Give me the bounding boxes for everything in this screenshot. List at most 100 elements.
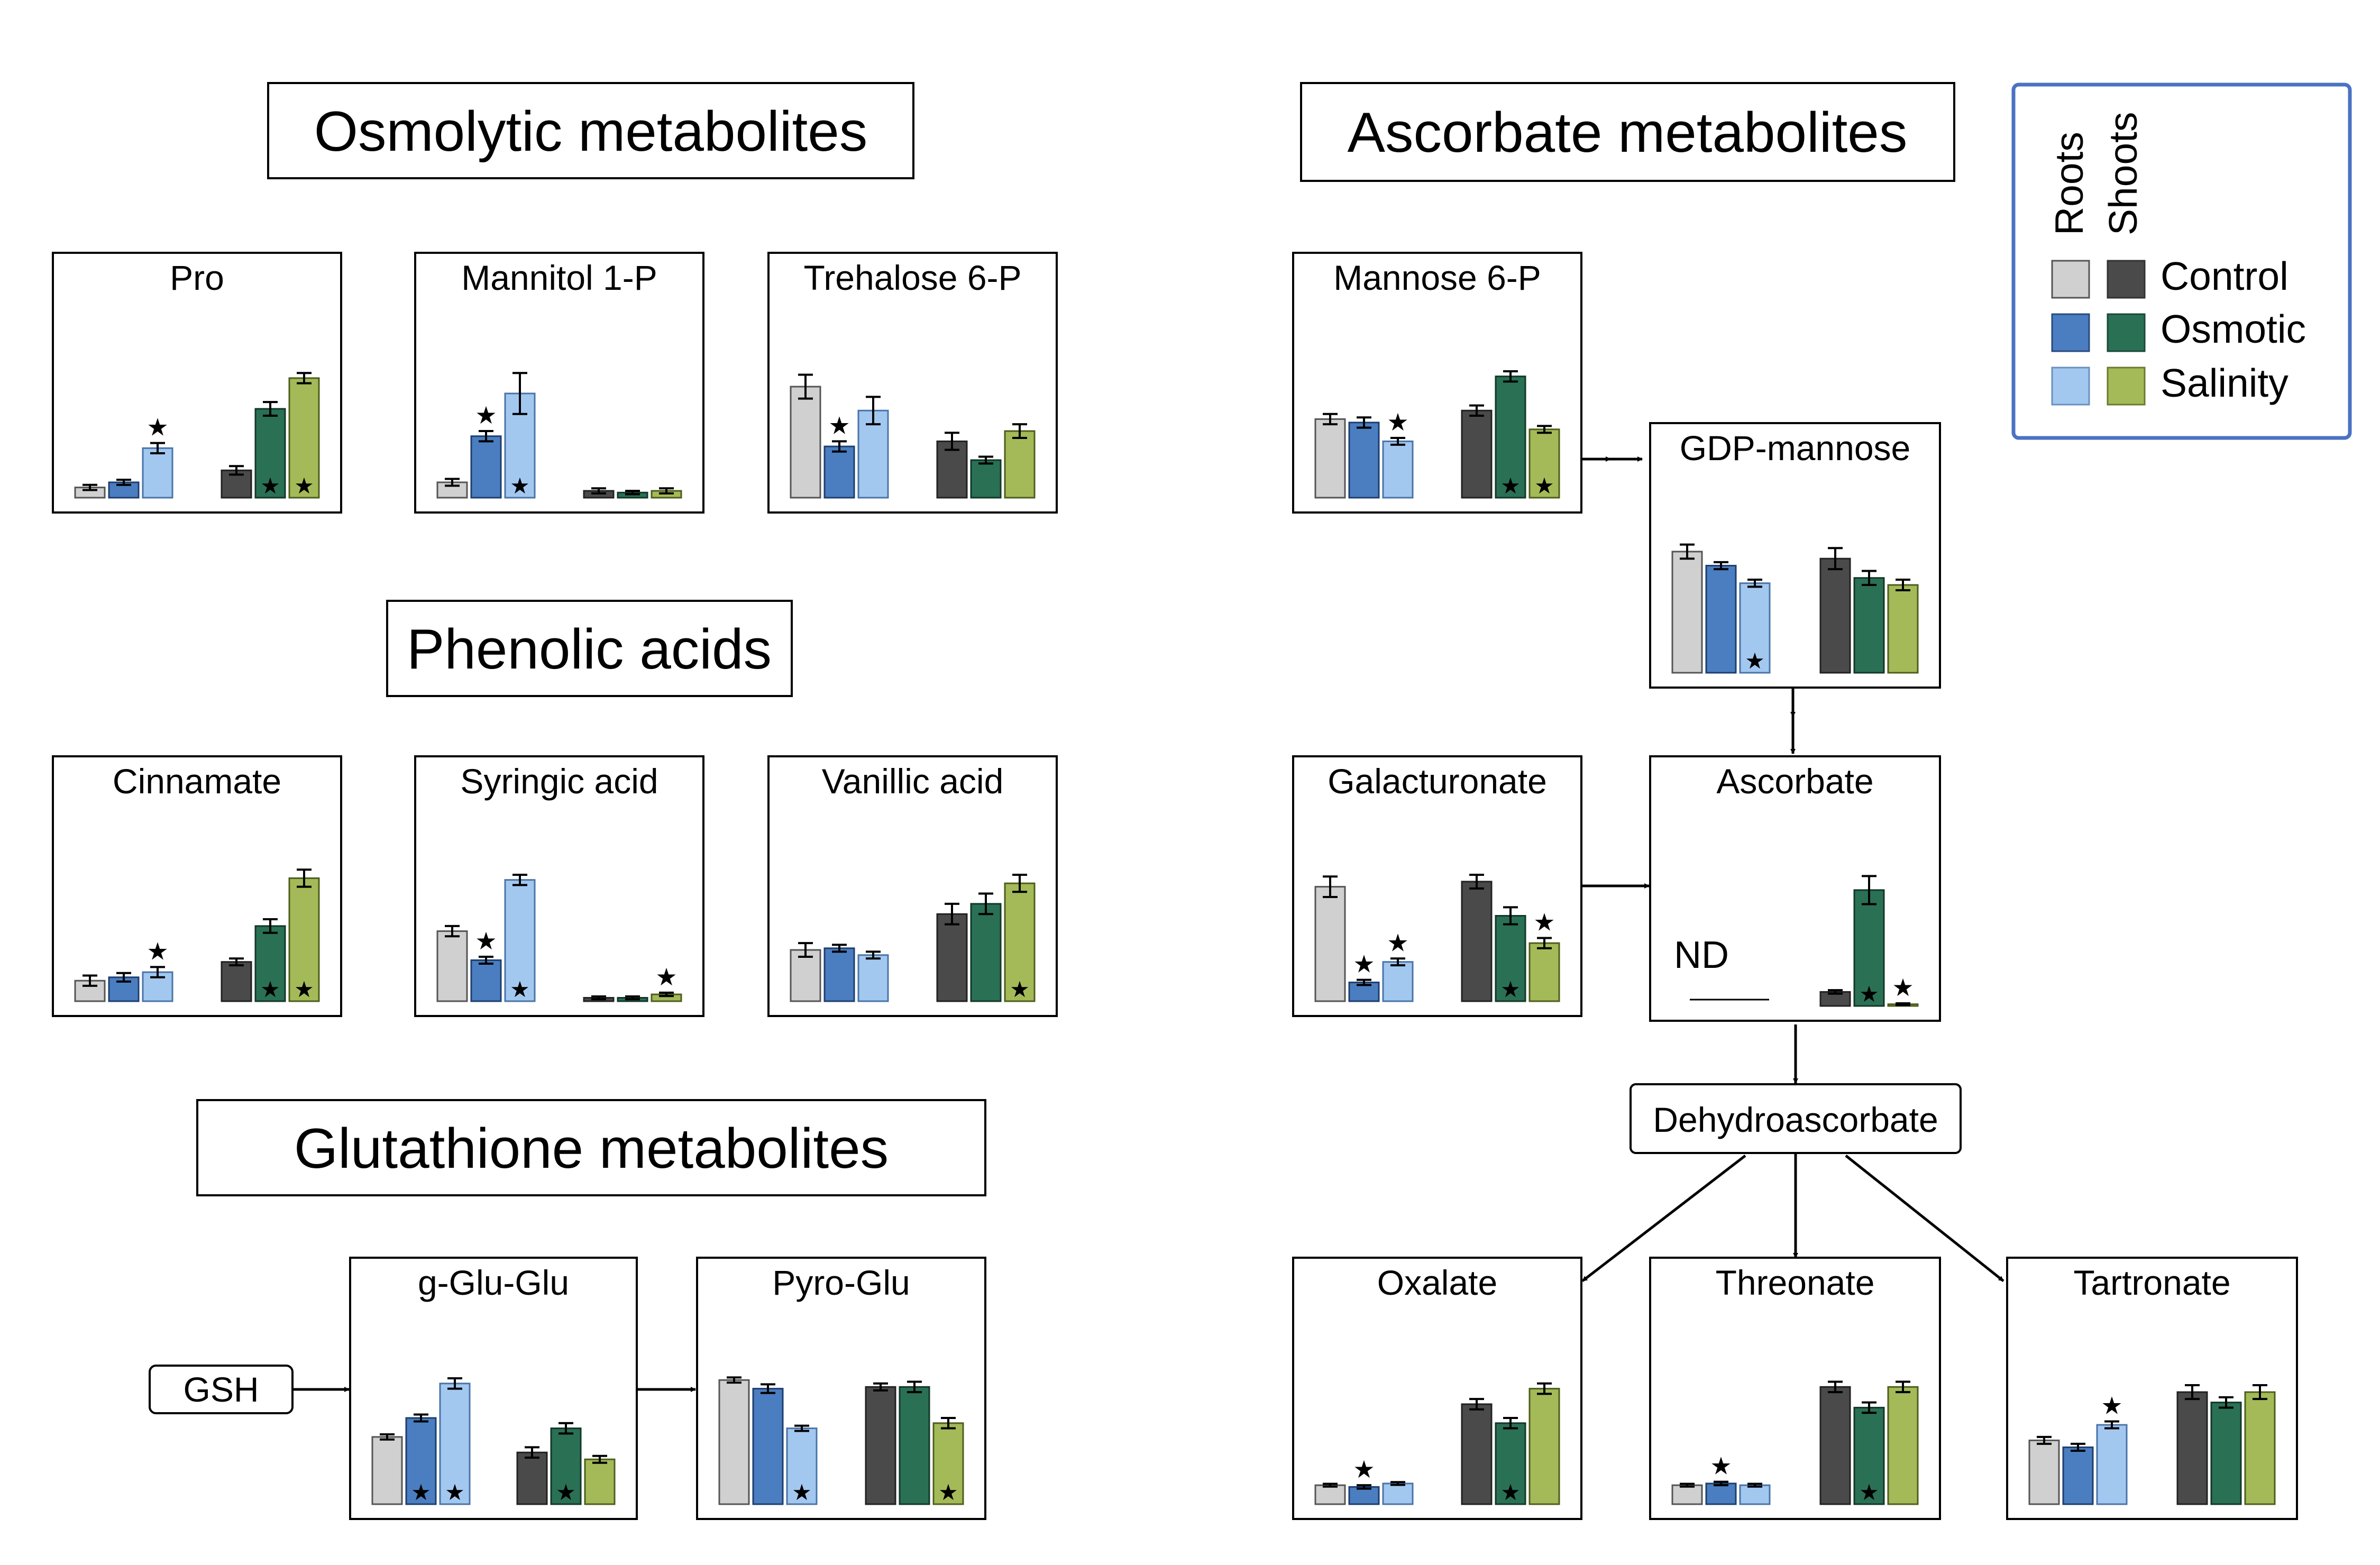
error-bar	[447, 1377, 462, 1390]
significance-star-inner: ★	[1534, 473, 1554, 499]
bar-shoots-osmotic	[899, 1386, 930, 1505]
error-bar	[945, 432, 959, 451]
bar-shoots-salinity	[1528, 942, 1560, 1002]
bar-shoots-salinity	[1887, 584, 1919, 674]
error-bar	[263, 918, 278, 934]
panel-title: Threonate	[1716, 1263, 1875, 1302]
bar-roots-salinity	[1382, 1482, 1414, 1505]
error-bar	[1828, 989, 1843, 995]
osmolytic-header-label: Osmolytic metabolites	[314, 99, 868, 163]
error-bar	[1357, 978, 1371, 986]
significance-star-inner: ★	[938, 1479, 958, 1505]
bar-shoots-salinity	[1887, 1386, 1919, 1505]
ascorbate-header-label: Ascorbate metabolites	[1348, 100, 1908, 164]
pathway-arrows	[292, 456, 2004, 1392]
significance-star-inner: ★	[445, 1479, 465, 1505]
dehydroascorbate-node: Dehydroascorbate	[1630, 1083, 1962, 1154]
error-bar	[798, 942, 813, 958]
error-bar	[150, 442, 165, 455]
panel-galacturonate: Galacturonate ★ ★ ★ ★	[1292, 755, 1582, 1017]
not-detected-label: ND	[1674, 934, 1729, 976]
error-bar	[1323, 875, 1338, 898]
legend-swatch-shoots-osmotic	[2107, 313, 2146, 352]
error-bar	[907, 1380, 922, 1394]
bar-shoots-osmotic	[1853, 889, 1885, 1007]
error-bar	[1012, 873, 1027, 893]
bar-shoots-osmotic	[1495, 376, 1526, 499]
panel-pyroglu: Pyro-Glu ★ ★	[696, 1257, 986, 1520]
significance-star: ★	[475, 927, 497, 955]
error-bar	[659, 991, 674, 997]
error-bar	[1862, 1401, 1876, 1414]
error-bar	[1469, 873, 1484, 890]
error-bar	[1862, 875, 1876, 905]
bar-shoots-salinity	[1004, 882, 1036, 1002]
error-bar	[1828, 547, 1843, 571]
error-bar	[727, 1376, 742, 1384]
bar-shoots-osmotic	[1853, 1406, 1885, 1505]
bar-roots-control	[1314, 886, 1346, 1002]
error-bar	[832, 440, 847, 453]
error-bar	[479, 430, 493, 443]
significance-star-inner: ★	[411, 1479, 431, 1505]
dehydroascorbate-node-label: Dehydroascorbate	[1653, 1100, 1938, 1139]
bar-shoots-salinity	[1004, 430, 1036, 499]
error-bar	[1469, 1398, 1484, 1411]
bar-shoots-salinity	[1528, 1388, 1560, 1505]
panel-cinnamate: Cinnamate ★ ★ ★	[52, 755, 342, 1017]
panel-title: Oxalate	[1377, 1263, 1497, 1302]
panel-title: Pro	[170, 258, 224, 297]
error-bar	[591, 487, 606, 495]
significance-star-inner: ★	[510, 473, 530, 499]
error-bar	[479, 956, 493, 965]
panel-title: Galacturonate	[1328, 762, 1547, 801]
panel-frame	[1649, 755, 1941, 1022]
glutathione-header: Glutathione metabolites	[196, 1099, 986, 1196]
significance-star-inner: ★	[510, 976, 530, 1002]
significance-star: ★	[1710, 1452, 1732, 1480]
bar-shoots-control	[221, 961, 252, 1002]
error-bar	[1357, 1484, 1371, 1490]
error-bar	[263, 401, 278, 417]
significance-star-inner: ★	[1500, 1479, 1521, 1505]
significance-star-inner: ★	[1010, 976, 1030, 1002]
error-bar	[1896, 1380, 1910, 1394]
bar-shoots-salinity	[1528, 428, 1560, 499]
panel-tartronate: Tartronate ★	[2006, 1257, 2298, 1520]
error-bar	[591, 995, 606, 1001]
significance-star: ★	[147, 937, 168, 965]
panel-gdpmannose: GDP-mannose ★	[1649, 422, 1941, 689]
bar-roots-salinity	[1382, 440, 1414, 499]
bar-roots-control	[2028, 1439, 2060, 1505]
bar-roots-osmotic	[1348, 1486, 1380, 1505]
phenolic-header: Phenolic acids	[386, 600, 793, 697]
bar-shoots-control	[516, 1451, 548, 1505]
error-bar	[229, 465, 244, 476]
significance-star: ★	[655, 963, 677, 991]
bar-shoots-salinity	[584, 1458, 616, 1505]
significance-star: ★	[1387, 408, 1408, 436]
glutathione-header-label: Glutathione metabolites	[294, 1116, 889, 1180]
bar-roots-osmotic	[823, 947, 855, 1002]
bar-roots-osmotic	[823, 445, 855, 499]
panel-title: g-Glu-Glu	[418, 1263, 569, 1302]
bar-roots-control	[790, 949, 821, 1002]
legend-control-label: Control	[2161, 254, 2289, 298]
bar-roots-salinity	[439, 1383, 471, 1505]
bar-roots-osmotic	[1348, 422, 1380, 499]
panel-mannitol: Mannitol 1-P ★ ★	[414, 252, 704, 514]
error-bar	[512, 873, 527, 886]
significance-star: ★	[1533, 908, 1555, 936]
ascorbate-header: Ascorbate metabolites	[1300, 82, 1955, 182]
bar-shoots-osmotic	[254, 925, 286, 1002]
panel-gglu: g-Glu-Glu ★ ★ ★	[349, 1257, 638, 1520]
bar-shoots-salinity	[2244, 1391, 2276, 1505]
panel-title: Tartronate	[2073, 1263, 2230, 1302]
bar-roots-osmotic	[752, 1388, 784, 1505]
legend-swatch-roots-osmotic	[2051, 313, 2090, 352]
error-bar	[1012, 423, 1027, 439]
arrow-dha-to-tartronate	[1845, 1155, 2004, 1282]
gsh-node: GSH	[149, 1365, 294, 1414]
panel-frame	[414, 252, 704, 514]
bar-roots-salinity	[857, 954, 889, 1002]
